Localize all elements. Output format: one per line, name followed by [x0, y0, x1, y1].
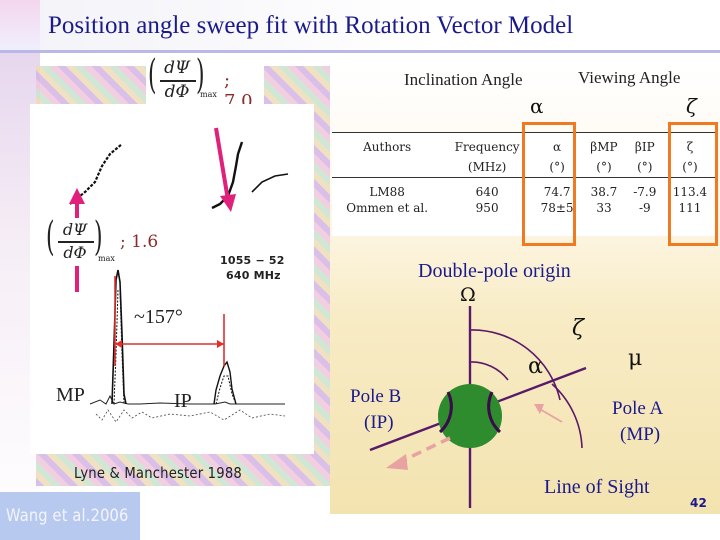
equation-numerator: dΨ [164, 58, 190, 78]
left-paren: ( [46, 214, 55, 260]
table-cell: 111 [678, 201, 702, 215]
mp-label: MP [56, 384, 85, 406]
table-cell: 38.7 [582, 177, 626, 200]
star-seam-right [487, 391, 502, 434]
table-cell: LM88 [332, 177, 443, 200]
right-paren: ) [196, 52, 205, 98]
omega-symbol: Ω [460, 284, 476, 306]
rotation-diagram-svg [369, 306, 587, 508]
alpha-arc [469, 361, 509, 381]
page-number: 42 [690, 496, 708, 510]
inclination-angle-label: Inclination Angle [404, 70, 523, 89]
noise-trace [95, 409, 286, 423]
table-cell: 113.4 [663, 177, 716, 200]
equation-top: ( dΨ dΦ ) max ; 7.0 [146, 52, 264, 112]
table-header-cell: Frequency [442, 132, 532, 157]
alpha-symbol: α [530, 94, 544, 118]
equation-subscript: max [98, 254, 115, 263]
table-cell: 33 [596, 201, 612, 215]
line-of-sight-label: Line of Sight [544, 476, 650, 498]
equation-value: ; 1.6 [120, 232, 159, 252]
zeta-column-highlight [668, 122, 718, 246]
table-header-unit: (°) [682, 160, 698, 174]
alpha-angle-symbol: α [528, 354, 543, 379]
pole-a-label: Pole A [612, 398, 664, 419]
table-header-unit [332, 157, 442, 178]
parameter-table-grid: Authors Frequency α βMP βIP ζ (MHz) (°) … [332, 132, 716, 216]
table-header-cell: ζ [663, 132, 716, 157]
ip-label: IP [174, 390, 192, 412]
table-header-unit: (°) [596, 160, 612, 174]
equation-left: ( dΨ dΦ ) max ; 1.6 [44, 214, 160, 266]
citation-wang-box [0, 492, 140, 540]
table-cell: 78±5 [540, 201, 574, 215]
left-paren: ( [148, 52, 157, 98]
fraction-bar [160, 80, 196, 82]
table-header-row: Authors Frequency α βMP βIP ζ [332, 132, 716, 157]
pa-sweep-tail [251, 173, 289, 193]
table-cell: -9 [638, 201, 651, 215]
pole-a-sub-label: (MP) [620, 424, 661, 445]
equation-numerator: dΨ [62, 220, 88, 239]
mu-arc [551, 383, 583, 449]
arrow-down-ip [214, 127, 230, 201]
title-bar [0, 0, 720, 52]
equation-denominator: dΦ [164, 82, 190, 102]
profile-baseline [89, 394, 285, 405]
table-cell: 640 [442, 177, 532, 200]
mu-angle-symbol: μ [628, 346, 643, 371]
table-header-cell: βIP [625, 132, 664, 157]
star-seam-left [438, 391, 453, 434]
separation-arrow-left [115, 340, 122, 348]
citation-wang: Wang et al.2006 [6, 506, 129, 526]
table-row: Ommen et al. 950 78±5 33 -9 111 [332, 200, 716, 216]
lyne-manchester-plot [30, 104, 314, 454]
pole-b-sub-label: (IP) [364, 412, 394, 433]
line-of-sight-arrow-left [399, 436, 451, 464]
table-header-unit: (°) [637, 160, 653, 174]
double-pole-origin-label: Double-pole origin [418, 260, 571, 282]
citation-lyne-manchester: Lyne & Manchester 1988 [74, 464, 242, 482]
arrow-up-head [69, 188, 85, 204]
title-decoration [0, 0, 40, 52]
table-header-unit: (MHz) [467, 160, 507, 174]
viewing-angle-label: Viewing Angle [578, 68, 681, 87]
title-rule [0, 50, 720, 53]
pole-b-label: Pole B [350, 386, 402, 407]
table-header-cell: Authors [332, 132, 443, 157]
separation-arrow-right [217, 340, 224, 348]
ip-profile-peak [213, 360, 237, 405]
neutron-star [438, 384, 502, 448]
alpha-column-highlight [522, 122, 576, 246]
fraction-bar [58, 241, 94, 243]
mp-profile-peak [111, 269, 127, 405]
arrow-down-head [220, 194, 236, 212]
pa-sweep-ip [211, 141, 244, 210]
table-header-cell: βMP [582, 132, 626, 157]
ip-profile-polarized [215, 375, 237, 405]
slide-title: Position angle sweep fit with Rotation V… [48, 12, 574, 39]
pulsar-name: 1055 − 52 [220, 254, 285, 267]
separation-label: ~157° [134, 306, 183, 328]
equation-denominator: dΦ [63, 243, 87, 262]
table-cell: Ommen et al. [346, 201, 429, 215]
rotation-diagram [330, 300, 720, 514]
table-cell: 950 [475, 201, 499, 215]
table-header-unit: (°) [549, 160, 565, 174]
table-row: LM88 640 74.7 38.7 -7.9 113.4 [332, 177, 716, 200]
table-header-units-row: (MHz) (°) (°) (°) (°) [332, 157, 716, 178]
line-of-sight-head-left [386, 454, 408, 470]
zeta-angle-symbol: ζ [572, 316, 584, 341]
zeta-arc [469, 329, 561, 401]
equation-subscript: max [200, 90, 217, 99]
right-paren: ) [94, 214, 103, 260]
pa-sweep-mp [69, 143, 123, 205]
line-of-sight-arrow-right [537, 407, 563, 423]
line-of-sight-head-right [534, 404, 544, 414]
zeta-symbol: ζ [686, 94, 697, 118]
table-cell: -7.9 [625, 177, 664, 200]
table-cell: 74.7 [531, 177, 583, 200]
frequency-label: 640 MHz [226, 269, 281, 282]
